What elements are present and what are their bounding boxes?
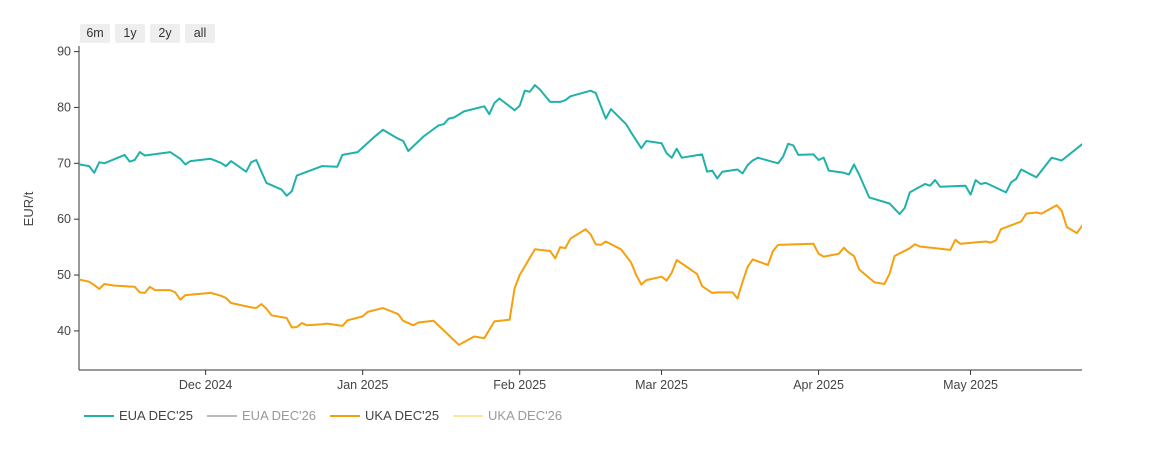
legend-item-eua-dec25[interactable]: EUA DEC'25	[84, 408, 193, 423]
y-tick-label: 80	[57, 100, 71, 114]
legend-label: EUA DEC'25	[119, 408, 194, 423]
legend: EUA DEC'25 EUA DEC'26 UKA DEC'25 UKA DEC…	[84, 408, 562, 423]
legend-label: UKA DEC'25	[365, 408, 440, 423]
x-tick-label: Dec 2024	[179, 378, 233, 392]
y-axis-label: EUR/t	[21, 191, 36, 226]
range-button-6m[interactable]: 6m	[80, 24, 110, 43]
legend-swatch-uka-dec25	[330, 414, 361, 417]
y-tick-label: 60	[57, 212, 71, 226]
y-tick-label: 50	[57, 268, 71, 282]
y-tick-label: 40	[57, 324, 71, 338]
range-button-1y[interactable]: 1y	[115, 24, 145, 43]
x-tick-label: Mar 2025	[635, 378, 688, 392]
x-tick-label: Jan 2025	[337, 378, 388, 392]
series-layer	[79, 84, 1082, 346]
legend-label: UKA DEC'26	[488, 408, 563, 423]
range-button-all[interactable]: all	[185, 24, 215, 43]
legend-item-eua-dec26[interactable]: EUA DEC'26	[207, 408, 316, 423]
y-tick-label: 90	[57, 45, 71, 59]
range-button-2y[interactable]: 2y	[150, 24, 180, 43]
legend-swatch-uka-dec26	[453, 414, 484, 417]
x-tick-label: Apr 2025	[793, 378, 844, 392]
y-axis: 40 50 60 70 80 90	[57, 45, 80, 370]
legend-swatch-eua-dec25	[84, 414, 114, 417]
legend-item-uka-dec26[interactable]: UKA DEC'26	[453, 408, 562, 423]
x-tick-label: May 2025	[943, 378, 998, 392]
series-line-0	[79, 84, 1082, 216]
x-tick-label: Feb 2025	[493, 378, 546, 392]
x-axis: Dec 2024 Jan 2025 Feb 2025 Mar 2025 Apr 2025…	[79, 369, 1082, 392]
series-line-2	[79, 204, 1082, 346]
legend-label: EUA DEC'26	[242, 408, 317, 423]
legend-item-uka-dec25[interactable]: UKA DEC'25	[330, 408, 439, 423]
legend-swatch-eua-dec26	[207, 414, 238, 417]
y-tick-label: 70	[57, 156, 71, 170]
